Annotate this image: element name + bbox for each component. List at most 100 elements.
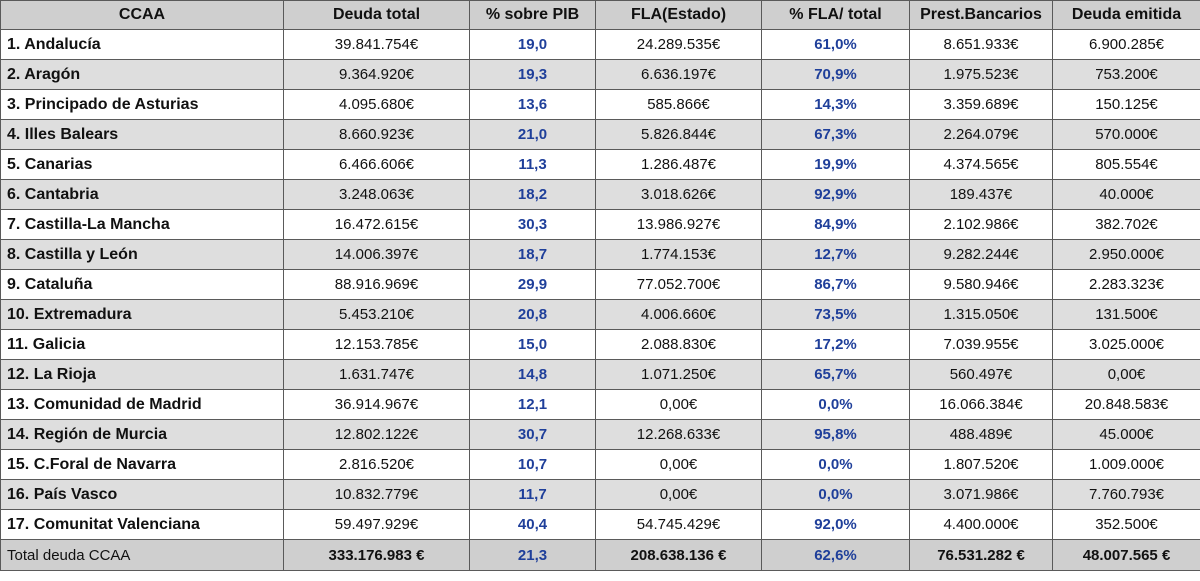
cell-deuda-total: 39.841.754€ (283, 29, 470, 60)
cell-deuda-total: 16.472.615€ (283, 209, 470, 240)
total-fla-estado: 208.638.136 € (595, 539, 762, 571)
header-pct-pib: % sobre PIB (469, 0, 596, 30)
cell-pct-fla-total: 0,0% (761, 389, 910, 420)
cell-pct-pib: 18,2 (469, 179, 596, 210)
total-deuda-total: 333.176.983 € (283, 539, 470, 571)
cell-deuda-emitida: 40.000€ (1052, 179, 1200, 210)
cell-ccaa: 8. Castilla y León (0, 239, 284, 270)
cell-prest-bancarios: 189.437€ (909, 179, 1053, 210)
cell-deuda-emitida: 2.950.000€ (1052, 239, 1200, 270)
total-pct-pib: 21,3 (469, 539, 596, 571)
cell-fla-estado: 12.268.633€ (595, 419, 762, 450)
cell-ccaa: 3. Principado de Asturias (0, 89, 284, 120)
cell-deuda-emitida: 0,00€ (1052, 359, 1200, 390)
cell-ccaa: 11. Galicia (0, 329, 284, 360)
cell-fla-estado: 54.745.429€ (595, 509, 762, 540)
table-row: 13. Comunidad de Madrid 36.914.967€ 12,1 0,… (0, 389, 1200, 420)
total-row: Total deuda CCAA 333.176.983 € 21,3 208.… (0, 539, 1200, 571)
cell-fla-estado: 6.636.197€ (595, 59, 762, 90)
cell-deuda-total: 3.248.063€ (283, 179, 470, 210)
cell-pct-fla-total: 92,9% (761, 179, 910, 210)
cell-prest-bancarios: 8.651.933€ (909, 29, 1053, 60)
cell-fla-estado: 24.289.535€ (595, 29, 762, 60)
cell-pct-pib: 12,1 (469, 389, 596, 420)
cell-prest-bancarios: 16.066.384€ (909, 389, 1053, 420)
cell-pct-fla-total: 0,0% (761, 479, 910, 510)
cell-pct-pib: 18,7 (469, 239, 596, 270)
table-row: 16. País Vasco 10.832.779€ 11,7 0,00€ 0,0% 3.… (0, 479, 1200, 510)
total-pct-fla-total: 62,6% (761, 539, 910, 571)
cell-deuda-total: 12.802.122€ (283, 419, 470, 450)
cell-ccaa: 14. Región de Murcia (0, 419, 284, 450)
cell-prest-bancarios: 560.497€ (909, 359, 1053, 390)
header-deuda-total: Deuda total (283, 0, 470, 30)
cell-prest-bancarios: 3.359.689€ (909, 89, 1053, 120)
cell-fla-estado: 5.826.844€ (595, 119, 762, 150)
cell-pct-pib: 30,3 (469, 209, 596, 240)
header-prest-bancarios: Prest.Bancarios (909, 0, 1053, 30)
cell-deuda-emitida: 3.025.000€ (1052, 329, 1200, 360)
table-row: 5. Canarias 6.466.606€ 11,3 1.286.487€ 19,9%… (0, 149, 1200, 180)
table-row: 15. C.Foral de Navarra 2.816.520€ 10,7 0,00… (0, 449, 1200, 480)
cell-pct-pib: 30,7 (469, 419, 596, 450)
header-fla-estado: FLA(Estado) (595, 0, 762, 30)
cell-pct-fla-total: 0,0% (761, 449, 910, 480)
cell-pct-pib: 11,7 (469, 479, 596, 510)
cell-fla-estado: 4.006.660€ (595, 299, 762, 330)
cell-deuda-emitida: 352.500€ (1052, 509, 1200, 540)
cell-deuda-total: 36.914.967€ (283, 389, 470, 420)
cell-pct-fla-total: 12,7% (761, 239, 910, 270)
cell-prest-bancarios: 2.102.986€ (909, 209, 1053, 240)
cell-deuda-emitida: 20.848.583€ (1052, 389, 1200, 420)
cell-ccaa: 10. Extremadura (0, 299, 284, 330)
table-footer: Total deuda CCAA 333.176.983 € 21,3 208.… (0, 539, 1200, 571)
cell-fla-estado: 3.018.626€ (595, 179, 762, 210)
cell-deuda-emitida: 150.125€ (1052, 89, 1200, 120)
cell-prest-bancarios: 3.071.986€ (909, 479, 1053, 510)
cell-pct-fla-total: 92,0% (761, 509, 910, 540)
total-label: Total deuda CCAA (0, 539, 284, 571)
table-row: 2. Aragón 9.364.920€ 19,3 6.636.197€ 70,9% 1.… (0, 59, 1200, 90)
cell-fla-estado: 13.986.927€ (595, 209, 762, 240)
cell-deuda-emitida: 570.000€ (1052, 119, 1200, 150)
cell-prest-bancarios: 1.315.050€ (909, 299, 1053, 330)
table-body: 1. Andalucía 39.841.754€ 19,0 24.289.535€ 61… (0, 29, 1200, 540)
cell-fla-estado: 1.774.153€ (595, 239, 762, 270)
table-row: 6. Cantabria 3.248.063€ 18,2 3.018.626€ 92,9… (0, 179, 1200, 210)
total-prest-bancarios: 76.531.282 € (909, 539, 1053, 571)
cell-pct-fla-total: 84,9% (761, 209, 910, 240)
cell-deuda-emitida: 805.554€ (1052, 149, 1200, 180)
header-deuda-emitida: Deuda emitida (1052, 0, 1200, 30)
table-row: 8. Castilla y León 14.006.397€ 18,7 1.774.1… (0, 239, 1200, 270)
cell-pct-fla-total: 17,2% (761, 329, 910, 360)
header-row: CCAA Deuda total % sobre PIB FLA(Estado)… (0, 0, 1200, 30)
cell-ccaa: 12. La Rioja (0, 359, 284, 390)
cell-pct-pib: 29,9 (469, 269, 596, 300)
cell-deuda-total: 4.095.680€ (283, 89, 470, 120)
cell-ccaa: 17. Comunitat Valenciana (0, 509, 284, 540)
cell-pct-pib: 20,8 (469, 299, 596, 330)
table-row: 7. Castilla-La Mancha 16.472.615€ 30,3 13.9… (0, 209, 1200, 240)
cell-pct-pib: 11,3 (469, 149, 596, 180)
table-row: 17. Comunitat Valenciana 59.497.929€ 40,4 5… (0, 509, 1200, 540)
cell-pct-pib: 13,6 (469, 89, 596, 120)
cell-prest-bancarios: 1.807.520€ (909, 449, 1053, 480)
cell-deuda-total: 5.453.210€ (283, 299, 470, 330)
cell-pct-fla-total: 14,3% (761, 89, 910, 120)
table-row: 12. La Rioja 1.631.747€ 14,8 1.071.250€ 65,7… (0, 359, 1200, 390)
cell-pct-fla-total: 67,3% (761, 119, 910, 150)
cell-deuda-emitida: 7.760.793€ (1052, 479, 1200, 510)
cell-fla-estado: 1.071.250€ (595, 359, 762, 390)
cell-pct-pib: 15,0 (469, 329, 596, 360)
cell-prest-bancarios: 9.580.946€ (909, 269, 1053, 300)
cell-ccaa: 1. Andalucía (0, 29, 284, 60)
cell-deuda-emitida: 753.200€ (1052, 59, 1200, 90)
cell-deuda-emitida: 131.500€ (1052, 299, 1200, 330)
cell-ccaa: 15. C.Foral de Navarra (0, 449, 284, 480)
cell-ccaa: 13. Comunidad de Madrid (0, 389, 284, 420)
cell-deuda-emitida: 2.283.323€ (1052, 269, 1200, 300)
table-row: 3. Principado de Asturias 4.095.680€ 13,6 5… (0, 89, 1200, 120)
cell-deuda-total: 8.660.923€ (283, 119, 470, 150)
cell-prest-bancarios: 7.039.955€ (909, 329, 1053, 360)
